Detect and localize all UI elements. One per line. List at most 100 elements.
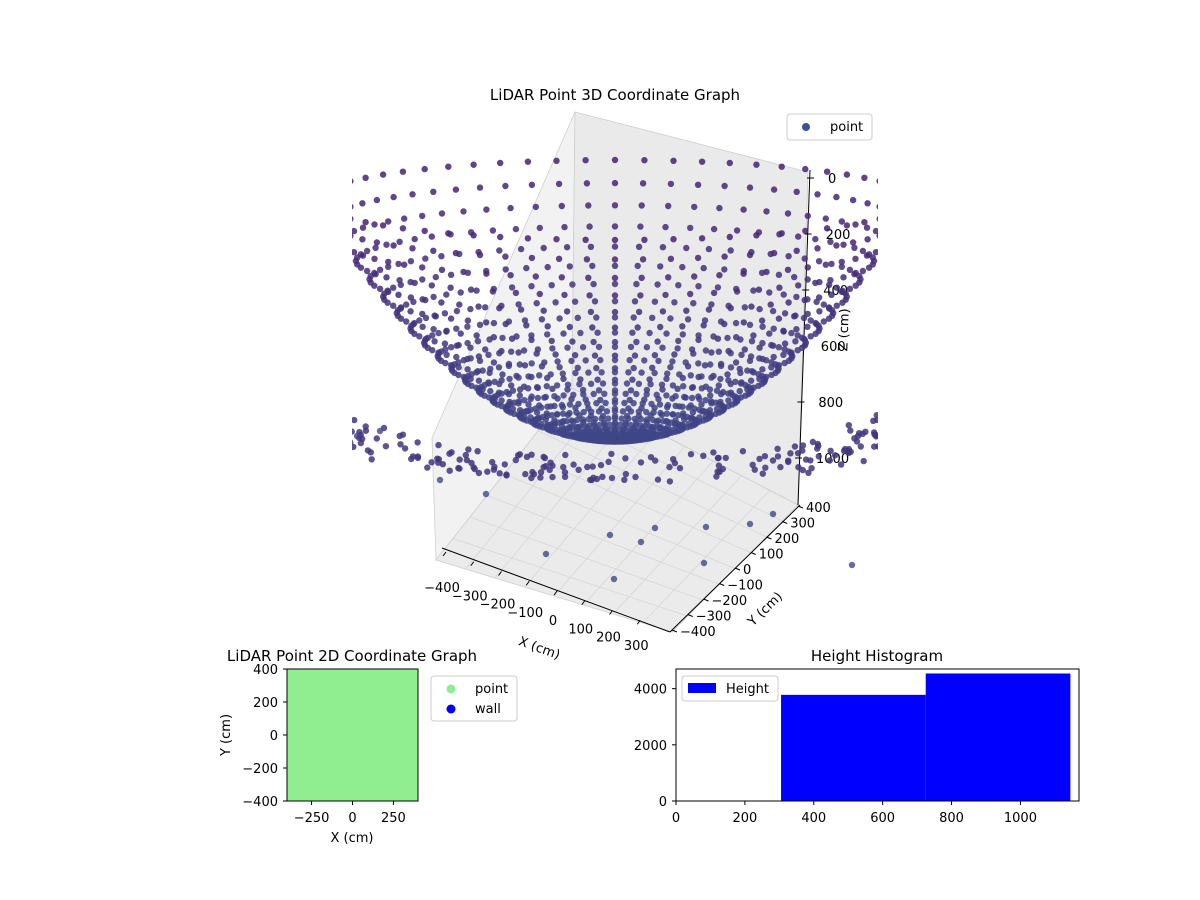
cloud-point bbox=[419, 324, 425, 330]
cloud-point bbox=[564, 386, 570, 392]
histogram-bar bbox=[926, 673, 1071, 801]
cloud-point bbox=[802, 166, 808, 172]
cloud-point bbox=[598, 462, 604, 468]
legend-histogram-label: Height bbox=[726, 682, 769, 697]
histogram-title: Height Histogram bbox=[811, 647, 943, 665]
cloud-point bbox=[596, 344, 602, 350]
cloud-point bbox=[708, 400, 714, 406]
cloud-point bbox=[858, 443, 864, 449]
cloud-point bbox=[592, 298, 598, 304]
cloud-point bbox=[840, 242, 846, 248]
cloud-point bbox=[343, 414, 349, 420]
y-tick-label-2d: 400 bbox=[253, 663, 278, 678]
cloud-point bbox=[793, 326, 799, 332]
cloud-point bbox=[629, 330, 635, 336]
outlier-point bbox=[607, 532, 613, 538]
cloud-point bbox=[723, 455, 729, 461]
cloud-point bbox=[802, 255, 808, 261]
cloud-point bbox=[631, 314, 637, 320]
cloud-point bbox=[457, 456, 463, 462]
cloud-point bbox=[414, 439, 420, 445]
cloud-point bbox=[683, 308, 689, 314]
cloud-point bbox=[338, 229, 344, 235]
cloud-point bbox=[903, 437, 909, 443]
outlier-point bbox=[652, 525, 658, 531]
cloud-point bbox=[517, 392, 523, 398]
cloud-point bbox=[734, 288, 740, 294]
cloud-point bbox=[347, 216, 353, 222]
cloud-point bbox=[331, 211, 337, 217]
cloud-point bbox=[659, 386, 665, 392]
cloud-point bbox=[572, 352, 578, 358]
cloud-point bbox=[383, 242, 389, 248]
outlier-point bbox=[543, 551, 549, 557]
cloud-point bbox=[750, 287, 756, 293]
chart-2d-fill bbox=[287, 669, 418, 801]
cloud-point bbox=[612, 237, 618, 243]
cloud-point bbox=[447, 468, 453, 474]
cloud-point bbox=[662, 224, 668, 230]
cloud-point bbox=[756, 306, 762, 312]
cloud-point bbox=[559, 203, 565, 209]
cloud-point bbox=[594, 330, 600, 336]
x-tick-label-histogram: 200 bbox=[732, 811, 757, 826]
cloud-point bbox=[487, 388, 493, 394]
cloud-point bbox=[503, 472, 509, 478]
cloud-point bbox=[585, 275, 591, 281]
cloud-point bbox=[762, 465, 768, 471]
cloud-point bbox=[747, 184, 753, 190]
cloud-point bbox=[679, 404, 685, 410]
cloud-point bbox=[371, 221, 377, 227]
y-tick-label-2d: −400 bbox=[242, 795, 278, 810]
cloud-point bbox=[506, 391, 512, 397]
cloud-point bbox=[627, 357, 633, 363]
cloud-point bbox=[496, 305, 502, 311]
cloud-point bbox=[547, 467, 553, 473]
cloud-point bbox=[824, 169, 830, 175]
cloud-point bbox=[718, 391, 724, 397]
cloud-point bbox=[456, 301, 462, 307]
cloud-point bbox=[327, 222, 333, 228]
legend-2d-wall-label: wall bbox=[475, 702, 501, 717]
cloud-point bbox=[668, 256, 674, 262]
cloud-point bbox=[852, 256, 858, 262]
cloud-point bbox=[612, 369, 618, 375]
cloud-point bbox=[533, 204, 539, 210]
y-tick-label-3d: −100 bbox=[727, 579, 763, 594]
cloud-point bbox=[844, 171, 850, 177]
cloud-point bbox=[415, 455, 421, 461]
cloud-point bbox=[496, 350, 502, 356]
cloud-point bbox=[476, 378, 482, 384]
cloud-point bbox=[577, 330, 583, 336]
cloud-point bbox=[338, 207, 344, 213]
cloud-point bbox=[385, 218, 391, 224]
cloud-point bbox=[401, 262, 407, 268]
cloud-point bbox=[401, 215, 407, 221]
cloud-point bbox=[440, 461, 446, 467]
cloud-point bbox=[408, 456, 414, 462]
cloud-point bbox=[909, 422, 915, 428]
cloud-point bbox=[536, 372, 542, 378]
cloud-point bbox=[671, 299, 677, 305]
cloud-point bbox=[910, 193, 916, 199]
x-tick-label-histogram: 600 bbox=[870, 811, 895, 826]
cloud-point bbox=[588, 381, 594, 387]
cloud-point bbox=[879, 231, 885, 237]
cloud-point bbox=[876, 216, 882, 222]
cloud-point bbox=[483, 206, 489, 212]
cloud-point bbox=[491, 467, 497, 473]
cloud-point bbox=[711, 226, 717, 232]
cloud-point bbox=[340, 235, 346, 241]
x-ticks-2d: −250 0 250 bbox=[294, 801, 406, 826]
cloud-point bbox=[780, 352, 786, 358]
cloud-point bbox=[597, 357, 603, 363]
cloud-point bbox=[564, 345, 570, 351]
cloud-point bbox=[584, 256, 590, 262]
cloud-point bbox=[470, 162, 476, 168]
cloud-point bbox=[727, 234, 733, 240]
cloud-point bbox=[528, 396, 534, 402]
cloud-point bbox=[795, 282, 801, 288]
cloud-point bbox=[621, 400, 627, 406]
cloud-point bbox=[513, 226, 519, 232]
cloud-point bbox=[886, 229, 892, 235]
